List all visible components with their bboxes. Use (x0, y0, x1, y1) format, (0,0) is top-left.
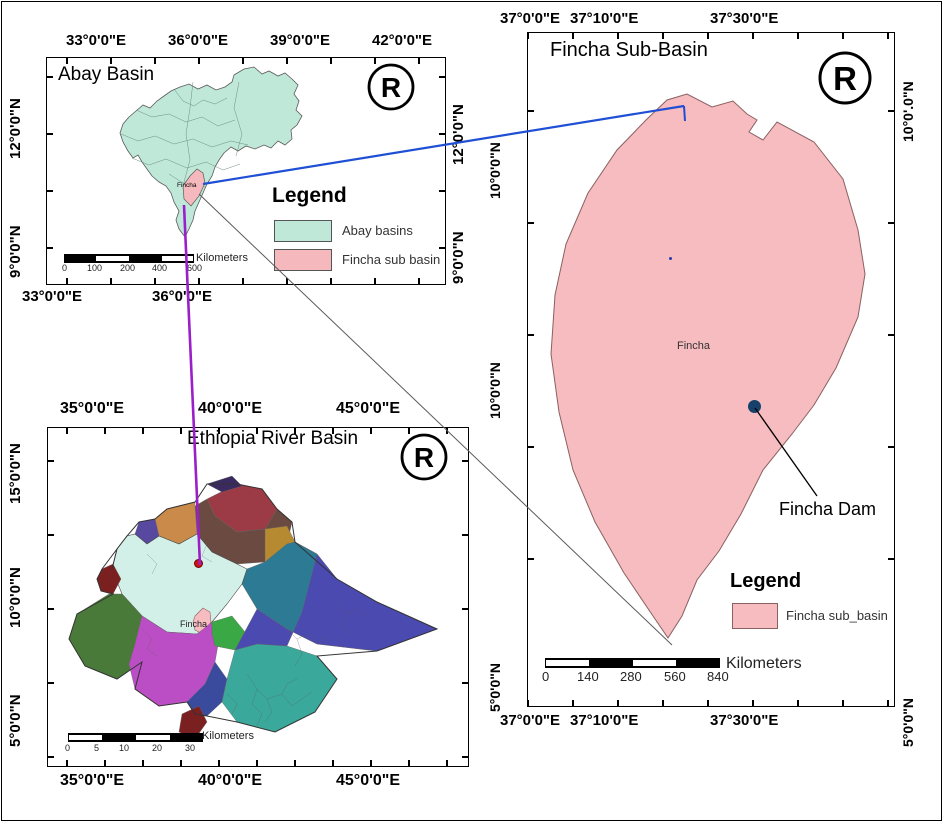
svg-text:R: R (381, 72, 401, 103)
